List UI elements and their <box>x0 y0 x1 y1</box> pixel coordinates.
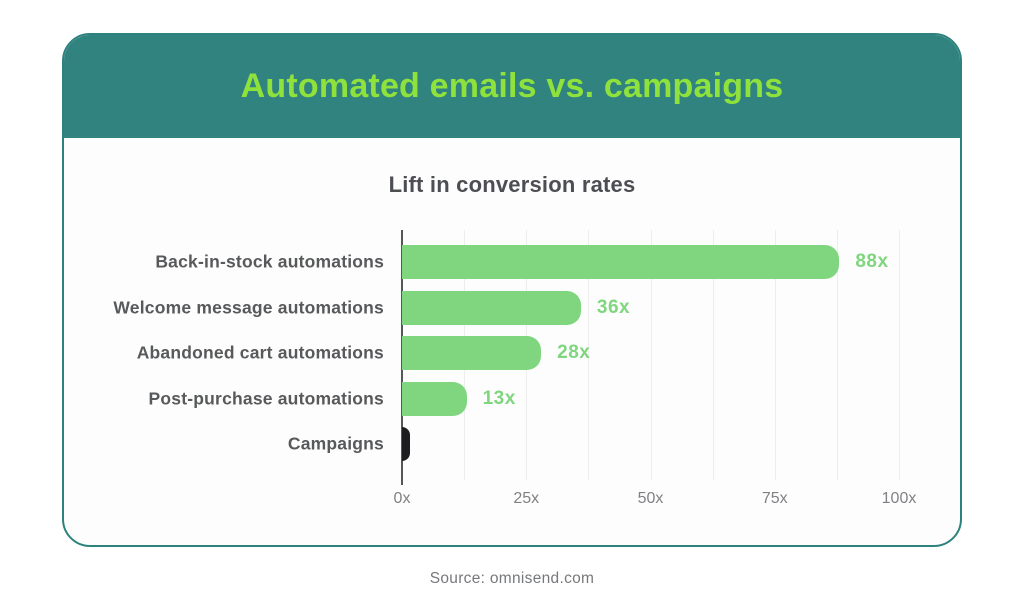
bar <box>402 290 581 325</box>
gridline <box>836 230 838 480</box>
x-axis-tick-label: 75x <box>761 490 788 507</box>
category-label: Welcome message automations <box>113 297 384 317</box>
card-title: Automated emails vs. campaigns <box>240 67 784 105</box>
x-axis-tick-label: 100x <box>881 490 917 507</box>
bar <box>402 427 410 461</box>
bar-row: Back-in-stock automations 88x <box>155 245 899 279</box>
category-label: Abandoned cart automations <box>136 342 384 363</box>
gridline <box>712 230 714 480</box>
card-body: Lift in conversion rates Back-in-stock a… <box>64 172 960 507</box>
value-label: 28x <box>557 342 591 363</box>
value-label: 36x <box>596 296 631 318</box>
category-label: Campaigns <box>287 433 384 454</box>
value-label: 88x <box>855 251 889 272</box>
card-header: Automated emails vs. campaigns <box>64 35 960 138</box>
category-label: Back-in-stock automations <box>155 251 384 272</box>
category-label: Post-purchase automations <box>148 388 384 408</box>
bar-chart: Back-in-stock automations 88x Welcome mess… <box>113 230 916 507</box>
chart-title: Lift in conversion rates <box>388 172 636 197</box>
value-label: 13x <box>482 387 516 409</box>
x-axis-tick-label: 50x <box>637 490 664 507</box>
bar-row: Post-purchase automations 13x <box>149 381 899 416</box>
x-axis-tick-label: 25x <box>513 490 540 507</box>
chart-card: Automated emails vs. campaigns Lift in c… <box>62 33 962 547</box>
gridline <box>588 230 590 480</box>
bar-row: Welcome message automations 36x <box>113 290 899 325</box>
gridline <box>899 230 900 480</box>
bar-row: Campaigns <box>288 427 899 461</box>
bar-row: Abandoned cart automations 28x <box>137 336 899 370</box>
gridline <box>650 230 652 480</box>
source-caption: Source: omnisend.com <box>429 570 595 587</box>
bar <box>402 336 542 370</box>
bar <box>402 245 840 279</box>
bar <box>402 381 467 416</box>
x-axis-tick-label: 0x <box>393 490 411 507</box>
gridline <box>774 230 776 480</box>
